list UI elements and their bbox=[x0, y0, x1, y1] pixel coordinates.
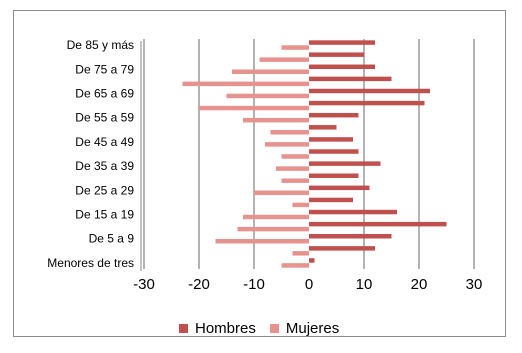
category-label-18: De 85 y más bbox=[67, 38, 134, 52]
bar-hombres-12 bbox=[309, 112, 359, 118]
bar-mujeres-13 bbox=[199, 105, 309, 111]
bar-hombres-16 bbox=[309, 64, 375, 70]
bar-hombres-18 bbox=[309, 40, 375, 45]
bar-mujeres-10 bbox=[265, 142, 309, 147]
bar-mujeres-1 bbox=[292, 251, 309, 256]
bar-hombres-17 bbox=[309, 52, 364, 57]
legend-swatch-mujeres bbox=[269, 323, 279, 333]
bar-hombres-0 bbox=[309, 258, 315, 263]
bar-mujeres-9 bbox=[281, 154, 309, 159]
bar-hombres-5 bbox=[309, 197, 353, 203]
bar-hombres-9 bbox=[309, 149, 359, 154]
category-label-14: De 65 a 69 bbox=[75, 86, 134, 100]
category-label-12: De 55 a 59 bbox=[75, 111, 134, 125]
bar-hombres-7 bbox=[309, 173, 359, 178]
bar-mujeres-15 bbox=[182, 81, 309, 87]
category-label-2: De 5 a 9 bbox=[89, 232, 135, 246]
bar-hombres-13 bbox=[309, 100, 425, 106]
bar-mujeres-6 bbox=[254, 190, 309, 196]
bar-hombres-11 bbox=[309, 125, 337, 130]
bar-mujeres-3 bbox=[237, 226, 309, 232]
category-label-6: De 25 a 29 bbox=[75, 183, 134, 197]
bar-mujeres-7 bbox=[281, 178, 309, 183]
legend: Hombres Mujeres bbox=[179, 318, 353, 338]
legend-item-hombres: Hombres bbox=[179, 320, 256, 337]
bar-hombres-14 bbox=[309, 88, 430, 94]
category-label-0: Menores de tres bbox=[47, 256, 134, 270]
chart-frame bbox=[13, 10, 506, 337]
bar-hombres-15 bbox=[309, 76, 392, 82]
legend-swatch-hombres bbox=[179, 323, 188, 333]
category-label-8: De 35 a 39 bbox=[75, 159, 134, 173]
bar-mujeres-16 bbox=[232, 69, 309, 74]
bar-mujeres-14 bbox=[226, 93, 309, 99]
bar-mujeres-17 bbox=[259, 57, 309, 62]
x-tick-label-5: 20 bbox=[411, 276, 428, 293]
x-tick-label-3: 0 bbox=[305, 276, 313, 293]
x-tick-label-0: -30 bbox=[133, 276, 155, 293]
bar-mujeres-5 bbox=[292, 202, 309, 208]
x-tick-label-2: -10 bbox=[243, 276, 265, 293]
bar-mujeres-11 bbox=[270, 130, 309, 135]
bar-mujeres-12 bbox=[243, 117, 309, 123]
legend-label-hombres: Hombres bbox=[195, 319, 256, 337]
category-label-4: De 15 a 19 bbox=[75, 208, 134, 222]
bar-mujeres-0 bbox=[281, 263, 309, 268]
category-label-10: De 45 a 49 bbox=[75, 135, 134, 149]
bar-hombres-6 bbox=[309, 185, 370, 191]
bar-mujeres-8 bbox=[276, 166, 309, 171]
x-tick-label-1: -20 bbox=[188, 276, 210, 293]
bar-mujeres-4 bbox=[243, 214, 309, 220]
bar-hombres-10 bbox=[309, 137, 353, 142]
x-tick-label-4: 10 bbox=[356, 276, 373, 293]
legend-label-mujeres: Mujeres bbox=[285, 319, 340, 337]
legend-item-mujeres: Mujeres bbox=[269, 319, 340, 337]
x-tick-label-6: 30 bbox=[466, 276, 483, 293]
category-label-16: De 75 a 79 bbox=[75, 62, 134, 76]
bar-hombres-3 bbox=[309, 221, 447, 227]
bar-mujeres-2 bbox=[215, 238, 309, 244]
bar-hombres-1 bbox=[309, 246, 375, 251]
bar-hombres-4 bbox=[309, 209, 397, 215]
bar-hombres-2 bbox=[309, 234, 392, 239]
bar-hombres-8 bbox=[309, 161, 381, 166]
bar-mujeres-18 bbox=[281, 45, 309, 50]
